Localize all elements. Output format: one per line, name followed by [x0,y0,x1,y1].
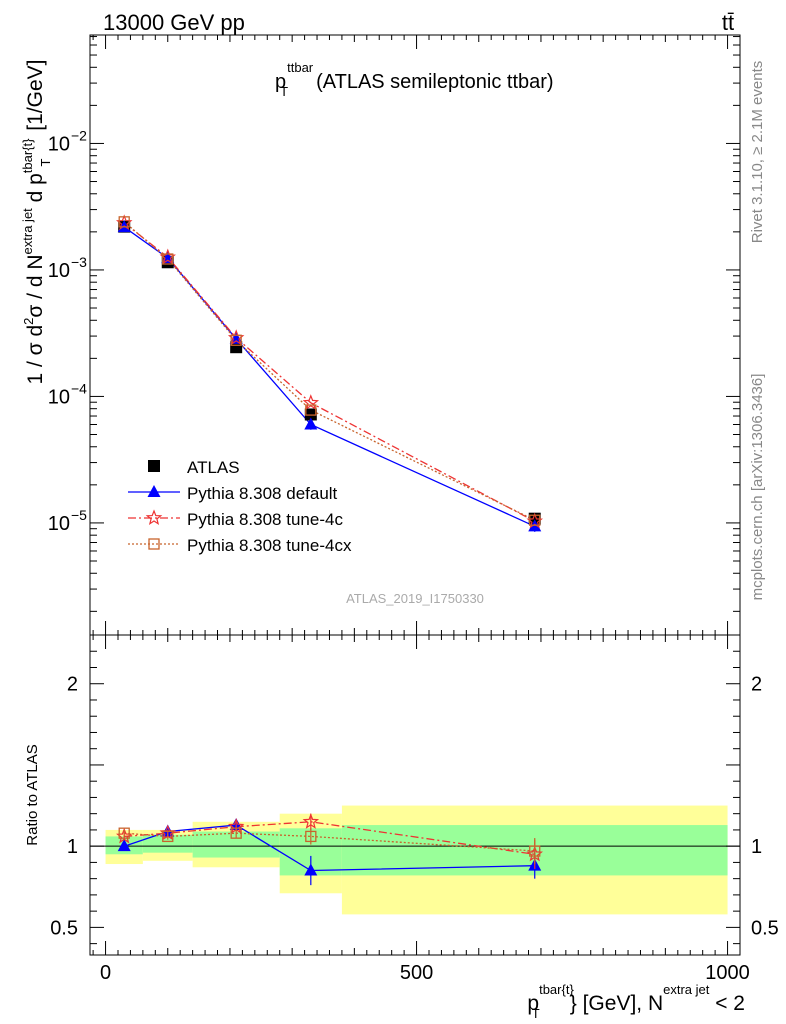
ratio-y-tick-label-right: 0.5 [751,917,779,939]
main-y-tick-label: 10 [48,513,70,535]
main-y-axis-title: 1 / σ d2σ / d Nextra jet d ptbar{t} T [1/… [20,59,53,384]
main-point-series-3 [529,514,541,526]
main-y-tick-exponent: −2 [71,127,87,143]
main-line-series-1 [123,226,535,527]
x-tick-label: 1000 [705,962,750,984]
main-y-tick-exponent: −4 [71,380,87,396]
ratio-plot-frame [89,634,741,956]
x-axis-title: ptbar{t} T} [GeV], Nextra jet < 2 [527,982,745,1021]
rivet-label: Rivet 3.1.10, ≥ 2.1M events [749,61,766,244]
main-series-markers [115,214,544,532]
plot-title: pttbar T (ATLAS semileptonic ttbar) [275,60,554,99]
ratio-uncertainty-bands [90,805,740,915]
legend-label-series-2: Pythia 8.308 tune-4c [187,510,343,529]
main-y-tick-label: 10 [48,260,70,282]
main-point-series-1 [304,417,318,430]
ratio-y-tick-label-right: 2 [751,674,762,696]
main-line-series-3 [123,221,535,521]
beam-label: 13000 GeV pp [103,10,245,35]
ratio-point-series-3 [230,827,242,839]
ratio-point-series-3 [118,827,130,839]
main-point-series-3 [118,216,130,228]
ratio-point-series-1 [304,863,318,876]
main-y-tick-exponent: −5 [71,507,87,523]
main-y-tick-label: 10 [48,133,70,155]
main-point-series-3 [162,253,174,265]
mcplots-label: mcplots.cern.ch [arXiv:1306.3436] [749,374,766,601]
main-point-series-0 [230,341,243,354]
legend-label-series-0: ATLAS [187,458,240,477]
ratio-y-axis-title: Ratio to ATLAS [24,744,41,845]
ratio-point-series-1 [117,839,131,852]
legend-marker-series-3 [148,538,160,550]
axes-ticks [90,35,741,955]
legend-marker-series-1 [147,485,161,497]
legend-marker-series-2 [145,509,163,526]
ratio-series-markers [115,813,544,886]
process-label: tt̄ [722,10,734,35]
main-point-series-3 [305,404,317,416]
ratio-y-tick-label-left: 1 [67,836,78,858]
main-point-series-3 [230,334,242,346]
main-y-tick-exponent: −3 [71,254,87,270]
legend-label-series-3: Pythia 8.308 tune-4cx [187,536,352,555]
main-series-lines [123,221,536,527]
ratio-y-tick-label-right: 1 [751,836,762,858]
ratio-y-tick-label-left: 0.5 [50,917,78,939]
legend-marker-series-0 [148,460,160,472]
x-tick-label: 500 [400,962,433,984]
x-tick-label: 0 [100,962,111,984]
ratio-y-tick-label-left: 2 [67,674,78,696]
ratio-inner-band [142,834,193,853]
ratio-point-series-3 [162,830,174,843]
legend-label-series-1: Pythia 8.308 default [187,484,338,503]
analysis-label: ATLAS_2019_I1750330 [346,591,484,606]
legend: ATLAS Pythia 8.308 default Pythia 8.308 tu… [128,458,352,555]
main-line-series-2 [123,222,536,522]
ratio-point-series-3 [529,845,541,857]
main-point-series-2 [302,394,320,410]
ratio-point-series-2 [302,813,320,829]
ratio-point-series-3 [305,830,317,843]
main-y-tick-label: 10 [48,386,70,408]
